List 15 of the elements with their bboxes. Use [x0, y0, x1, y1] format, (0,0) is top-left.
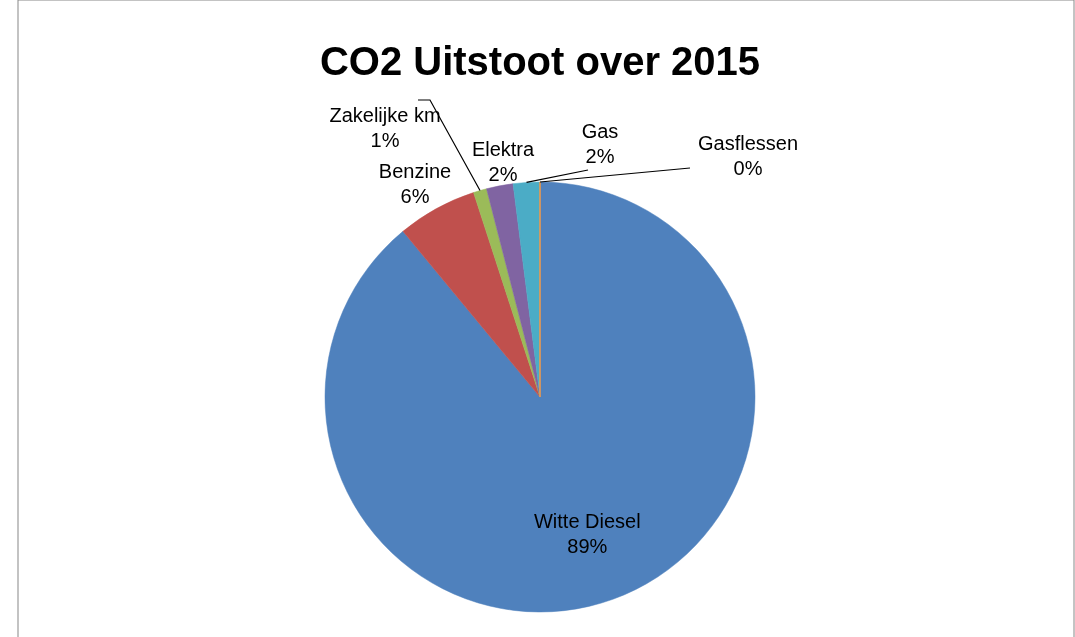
text: 0% — [733, 157, 763, 179]
pie-slice — [473, 188, 541, 398]
slice-label: Benzine — [378, 160, 452, 182]
data-label: 2% — [488, 163, 518, 185]
data-label: 89% — [567, 535, 608, 558]
slice-label: Witte Diesel — [533, 510, 641, 533]
chart-title: CO2 Uitstoot over 2015 — [319, 39, 761, 83]
category-label: Gasflessen — [697, 132, 799, 154]
pie-slice — [324, 181, 756, 613]
data-label: 2% — [585, 145, 615, 167]
slice-label: Gas — [581, 120, 619, 142]
data-label: 6% — [400, 185, 430, 207]
slice-label: Elektra — [471, 138, 535, 160]
slice-label: Zakelijke km — [329, 104, 441, 126]
data-label: 1% — [370, 129, 400, 151]
